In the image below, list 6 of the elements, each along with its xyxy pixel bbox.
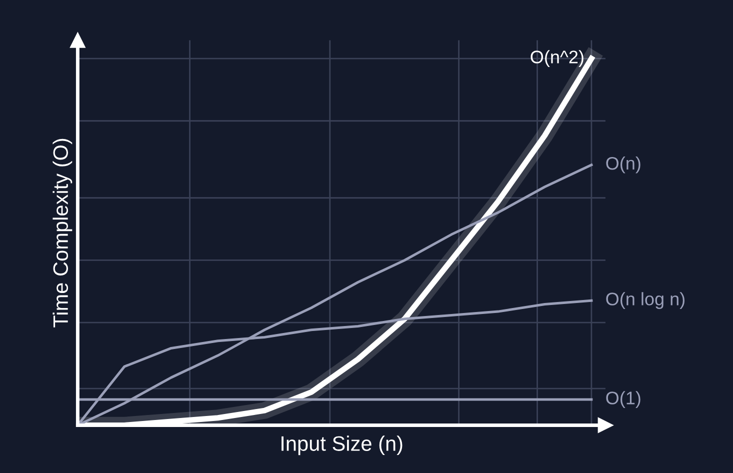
series-label: O(n^2) (530, 50, 584, 67)
series-label: O(n) (606, 156, 640, 174)
y-axis-title: Time Complexity (O) (52, 138, 72, 328)
x-axis-title: Input Size (n) (282, 436, 402, 456)
series-label: O(n log n) (606, 292, 684, 309)
series-label: O(1) (606, 391, 640, 408)
